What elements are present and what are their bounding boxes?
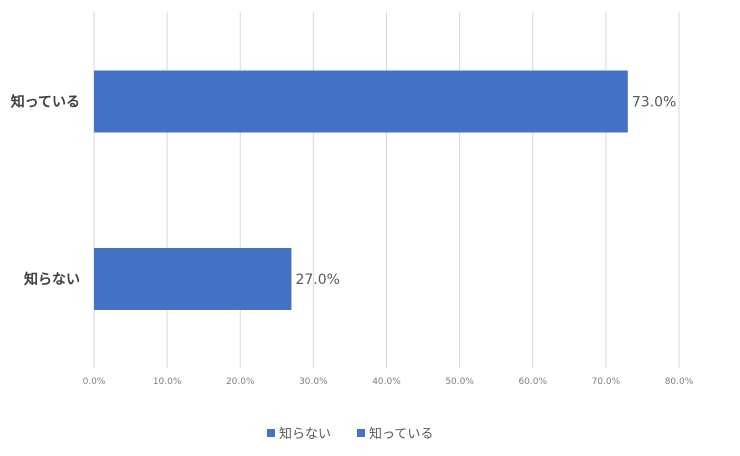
x-tick-label: 10.0% bbox=[153, 377, 182, 387]
bars bbox=[94, 70, 628, 310]
x-tick-label: 40.0% bbox=[372, 377, 401, 387]
x-tick-label: 0.0% bbox=[83, 377, 106, 387]
bar bbox=[94, 70, 628, 133]
x-tick-label: 60.0% bbox=[518, 377, 547, 387]
legend-swatch bbox=[357, 429, 365, 437]
data-label: 27.0% bbox=[295, 272, 339, 288]
x-tick-label: 50.0% bbox=[445, 377, 474, 387]
legend-label: 知っている bbox=[369, 426, 433, 442]
x-tick-label: 80.0% bbox=[665, 377, 694, 387]
x-tick-label: 30.0% bbox=[299, 377, 328, 387]
x-tick-label: 20.0% bbox=[226, 377, 255, 387]
x-tick-label: 70.0% bbox=[592, 377, 621, 387]
legend: 知らない 知っている bbox=[267, 426, 433, 442]
category-label: 知らない bbox=[24, 271, 80, 288]
legend-label: 知らない bbox=[279, 426, 331, 442]
x-axis-ticks: 0.0% 10.0% 20.0% 30.0% 40.0% 50.0% 60.0% 70.0% 8… bbox=[83, 377, 694, 387]
legend-swatch bbox=[267, 429, 275, 437]
bar bbox=[94, 248, 292, 310]
data-labels: 73.0% 27.0% bbox=[295, 95, 676, 289]
data-label: 73.0% bbox=[632, 95, 676, 111]
category-label: 知っている bbox=[11, 94, 80, 111]
gridlines bbox=[93, 12, 680, 368]
